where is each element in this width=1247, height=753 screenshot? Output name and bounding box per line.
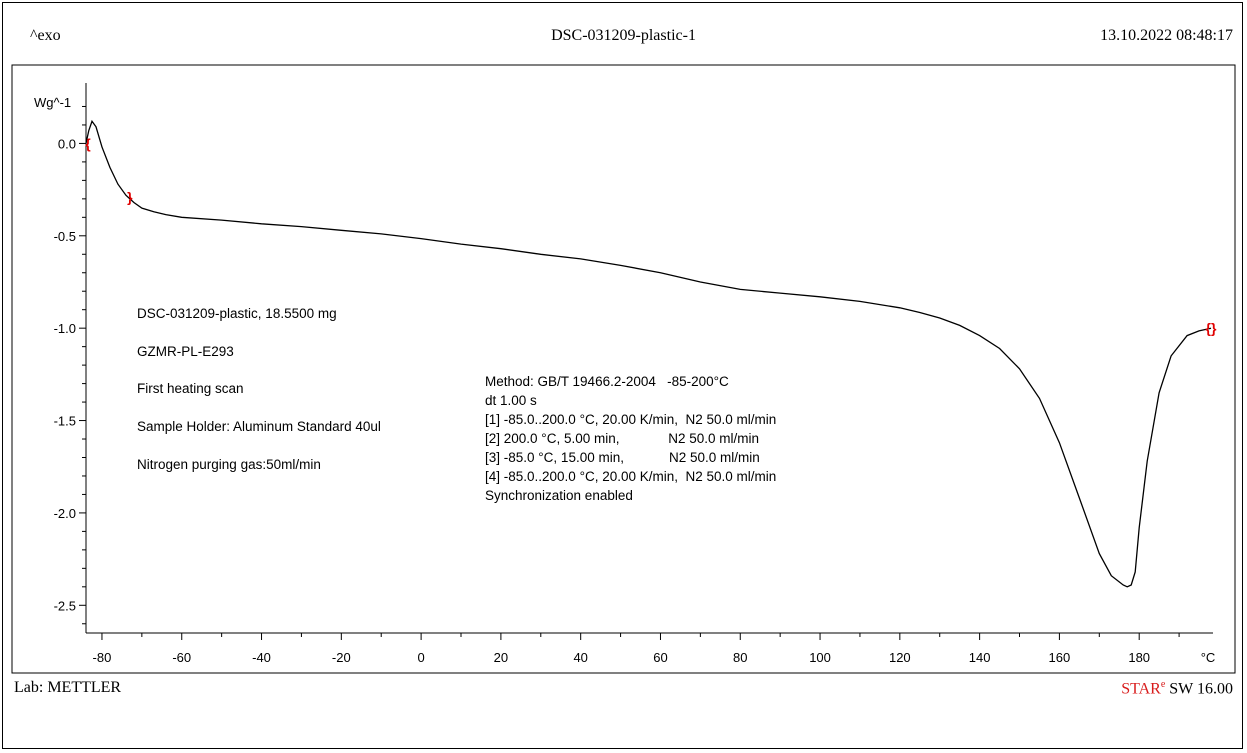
star-brand: STAR <box>1121 680 1161 698</box>
x-tick-label: 140 <box>969 650 991 665</box>
y-tick-label: -2.5 <box>54 598 76 613</box>
sample-note: DSC-031209-plastic, 18.5500 mg <box>137 306 337 321</box>
star-superscript: e <box>1160 679 1166 690</box>
y-axis-label: Wg^-1 <box>34 95 71 110</box>
method-note: [4] -85.0..200.0 °C, 20.00 K/min, N2 50.… <box>485 469 776 484</box>
sample-note: Nitrogen purging gas:50ml/min <box>137 457 321 472</box>
range-marker: { <box>85 135 91 151</box>
lab-label: Lab: METTLER <box>14 679 122 696</box>
method-note: Method: GB/T 19466.2-2004 -85-200°C <box>485 374 729 389</box>
method-annotations: Method: GB/T 19466.2-2004 -85-200°C dt 1.… <box>485 374 776 503</box>
x-tick-label: 0 <box>417 650 424 665</box>
sample-annotations: DSC-031209-plastic, 18.5500 mg GZMR-PL-E2… <box>137 306 381 472</box>
method-note: Synchronization enabled <box>485 488 633 503</box>
timestamp: 13.10.2022 08:48:17 <box>1100 27 1233 44</box>
x-tick-label: -20 <box>332 650 351 665</box>
markers: {} {} <box>85 135 1217 336</box>
range-marker: {} <box>1206 320 1217 336</box>
sample-note: First heating scan <box>137 381 244 396</box>
x-tick-label: -80 <box>93 650 112 665</box>
exo-direction-label: ^exo <box>30 27 61 44</box>
x-tick-label: 40 <box>573 650 587 665</box>
software-label: SW 16.00 <box>1165 680 1233 698</box>
dsc-curve <box>85 119 1212 588</box>
x-tick-label: 60 <box>653 650 667 665</box>
x-tick-label: -40 <box>252 650 271 665</box>
x-tick-label: 80 <box>733 650 747 665</box>
method-note: [1] -85.0..200.0 °C, 20.00 K/min, N2 50.… <box>485 412 776 427</box>
sample-note: GZMR-PL-E293 <box>137 344 234 359</box>
software-version: STARe SW 16.00 <box>1121 679 1233 698</box>
plot-frame <box>11 64 1236 674</box>
chart-title: DSC-031209-plastic-1 <box>551 27 696 44</box>
y-tick-label: -1.0 <box>54 321 76 336</box>
y-tick-label: -2.0 <box>54 506 76 521</box>
method-note: [2] 200.0 °C, 5.00 min, N2 50.0 ml/min <box>485 431 759 446</box>
x-tick-label: 100 <box>809 650 831 665</box>
y-tick-label: -1.5 <box>54 414 76 429</box>
range-marker: } <box>127 189 133 205</box>
x-tick-label: 160 <box>1049 650 1071 665</box>
sample-note: Sample Holder: Aluminum Standard 40ul <box>137 419 381 434</box>
x-axis-unit: °C <box>1201 650 1216 665</box>
x-tick-label: 20 <box>494 650 508 665</box>
y-tick-label: 0.0 <box>58 136 76 151</box>
method-note: dt 1.00 s <box>485 393 537 408</box>
method-note: [3] -85.0 °C, 15.00 min, N2 50.0 ml/min <box>485 450 760 465</box>
x-tick-label: 180 <box>1128 650 1150 665</box>
axes: -80 -60 -40 -20 0 20 40 60 80 100 120 140 160 180 0.0 -… <box>54 83 1213 665</box>
y-tick-label: -0.5 <box>54 229 76 244</box>
x-tick-label: 120 <box>889 650 911 665</box>
x-tick-label: -60 <box>172 650 191 665</box>
